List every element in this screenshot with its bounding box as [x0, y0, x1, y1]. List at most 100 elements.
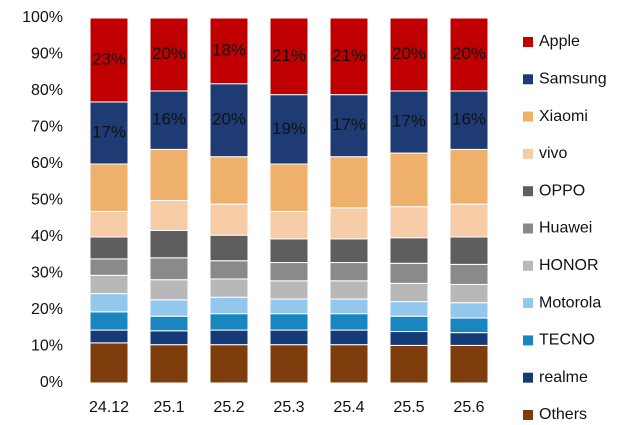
bar-segment	[329, 207, 369, 240]
bar-segment	[269, 313, 309, 331]
legend-swatch	[523, 372, 533, 383]
bar-segment	[389, 206, 429, 239]
data-label: 17%	[92, 122, 126, 141]
data-label: 16%	[152, 110, 186, 129]
bar-segment	[89, 342, 129, 384]
bar-segment	[329, 329, 369, 346]
bar-segment	[269, 329, 309, 346]
bar-segment	[89, 329, 129, 344]
bar-segment	[269, 163, 309, 212]
legend-swatch	[523, 37, 533, 47]
bar-segment	[329, 280, 369, 300]
bar-segment	[389, 152, 429, 208]
legend-label: OPPO	[539, 182, 585, 199]
bar-segment	[449, 332, 489, 346]
x-tick-label: 25.2	[213, 399, 244, 416]
bar-segment	[89, 101, 129, 165]
y-tick-label: 70%	[31, 119, 63, 136]
y-tick-label: 10%	[31, 338, 63, 355]
bar-segment	[449, 302, 489, 319]
bar-segment	[449, 17, 489, 92]
legend-label: TECNO	[539, 332, 595, 349]
bar-segment	[449, 344, 489, 384]
legend-label: Samsung	[539, 71, 607, 88]
bar-segment	[149, 200, 189, 231]
bar-segment	[449, 203, 489, 238]
bar-segment	[89, 311, 129, 331]
bar-segment	[269, 280, 309, 300]
legend-swatch	[523, 410, 533, 420]
bar-segment	[149, 229, 189, 259]
legend-label: realme	[539, 369, 588, 386]
bar-segment	[89, 163, 129, 212]
y-tick-label: 60%	[31, 155, 63, 172]
bar-segment	[269, 298, 309, 315]
bar-segment	[389, 262, 429, 284]
bar-segment	[269, 17, 309, 96]
legend-label: Huawei	[539, 220, 592, 237]
legend-swatch	[523, 186, 533, 197]
bar-segment	[149, 148, 189, 201]
bar-segment	[89, 293, 129, 313]
bar-segment	[329, 262, 369, 282]
legend-label: Apple	[539, 33, 580, 50]
legend-label: Others	[539, 406, 587, 423]
x-tick-label: 24.12	[89, 399, 129, 416]
bar-segment	[209, 234, 249, 262]
bar-segment	[209, 344, 249, 384]
bar-segment	[89, 17, 129, 103]
y-tick-label: 30%	[31, 265, 63, 282]
data-label: 21%	[272, 46, 306, 65]
legend-swatch	[523, 335, 533, 346]
y-tick-label: 100%	[22, 9, 63, 26]
x-tick-label: 25.5	[393, 399, 424, 416]
bar-segment	[269, 210, 309, 240]
bar-segment	[389, 331, 429, 346]
bar-segment	[389, 282, 429, 303]
bar-segment	[389, 315, 429, 333]
bar-segment	[209, 83, 249, 158]
legend-label: vivo	[539, 145, 568, 162]
bar-segment	[149, 279, 189, 301]
legend-swatch	[523, 223, 533, 234]
bar-segment	[449, 317, 489, 334]
bar-segment	[209, 278, 249, 298]
x-tick-label: 25.1	[153, 399, 184, 416]
data-label: 23%	[92, 49, 126, 68]
bar-segment	[89, 258, 129, 276]
data-label: 18%	[212, 40, 246, 59]
bar-segment	[449, 263, 489, 285]
bar-segment	[89, 210, 129, 238]
bar-segment	[329, 238, 369, 264]
y-tick-label: 0%	[40, 374, 63, 391]
legend-label: Motorola	[539, 294, 601, 311]
bar-segment	[389, 237, 429, 264]
legend-label: Xiaomi	[539, 108, 588, 125]
bar-segment	[209, 329, 249, 346]
bar-segment	[389, 17, 429, 92]
bar-segment	[209, 156, 249, 205]
bar-segment	[449, 90, 489, 150]
bar-segment	[449, 236, 489, 265]
bar-segment	[149, 330, 189, 346]
data-label: 20%	[452, 44, 486, 63]
legend-swatch	[523, 148, 533, 159]
bar-segment	[329, 298, 369, 315]
data-label: 17%	[392, 112, 426, 131]
data-label: 16%	[452, 110, 486, 129]
bar-segment	[149, 315, 189, 332]
data-label: 20%	[392, 44, 426, 63]
y-tick-label: 80%	[31, 82, 63, 99]
data-label: 20%	[212, 110, 246, 129]
legend-swatch	[523, 260, 533, 271]
bar-segment	[329, 313, 369, 331]
bar-segment	[329, 344, 369, 384]
data-label: 20%	[152, 44, 186, 63]
bar-segment	[389, 344, 429, 384]
bar-segment	[149, 344, 189, 384]
bar-segment	[149, 17, 189, 92]
x-tick-label: 25.3	[273, 399, 304, 416]
bar-segment	[329, 156, 369, 209]
legend-swatch	[523, 298, 533, 309]
